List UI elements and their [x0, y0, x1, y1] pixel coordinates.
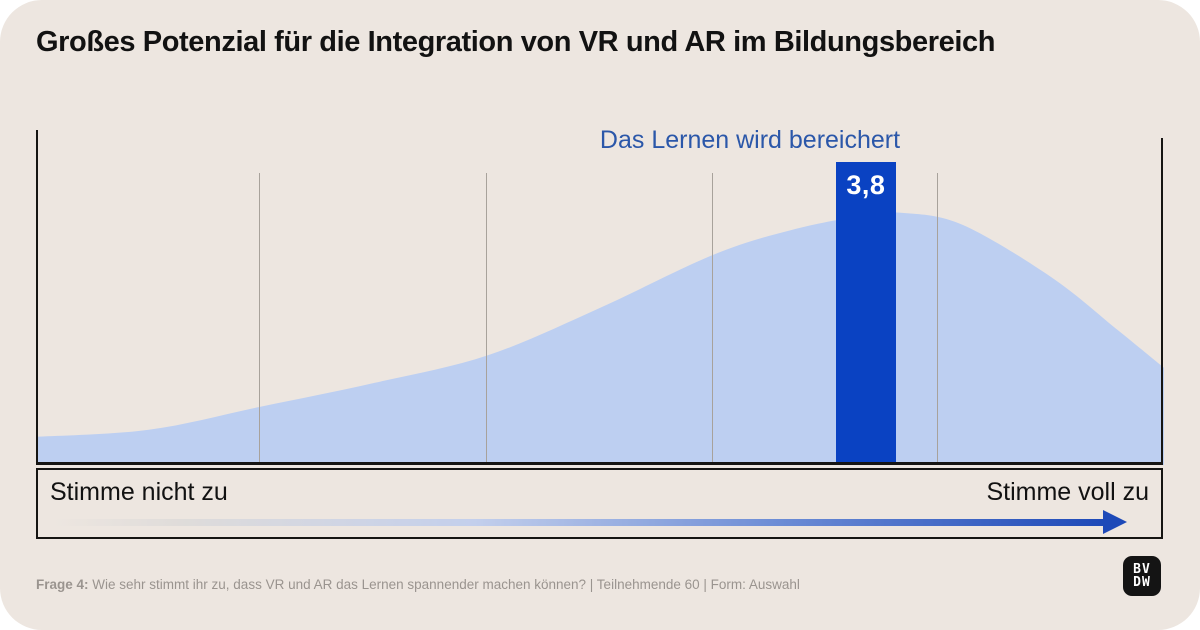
- bvdw-logo: BV DW: [1123, 556, 1161, 596]
- highlight-bar: 3,8: [836, 162, 896, 465]
- y-axis-line-right: [1161, 138, 1163, 465]
- gridline: [711, 173, 713, 465]
- bar-value-label: 3,8: [846, 170, 886, 200]
- source-note-prefix: Frage 4:: [36, 577, 89, 592]
- chart-panel: 3,8: [36, 130, 1164, 465]
- arrow-body: [54, 519, 1107, 526]
- chart-series-label: Das Lernen wird bereichert: [599, 126, 901, 154]
- y-axis-line-left: [36, 130, 38, 465]
- bvdw-logo-line1: BV: [1133, 562, 1151, 577]
- page-title: Großes Potenzial für die Integration von…: [36, 26, 996, 58]
- scale-label-agree: Stimme voll zu: [986, 478, 1149, 506]
- gridline: [486, 173, 488, 465]
- distribution-area-path: [36, 212, 1164, 465]
- arrow-head-icon: [1103, 510, 1127, 534]
- bvdw-logo-line2: DW: [1133, 575, 1151, 590]
- scale-label-disagree: Stimme nicht zu: [50, 478, 228, 506]
- gridline: [258, 173, 260, 465]
- distribution-area: [36, 212, 1164, 465]
- x-axis-line: [36, 462, 1163, 465]
- source-note-text: Wie sehr stimmt ihr zu, dass VR und AR d…: [88, 577, 800, 592]
- scale-arrow-icon: [54, 510, 1127, 534]
- gridline: [936, 173, 938, 465]
- agreement-scale-strip: Stimme nicht zu Stimme voll zu: [36, 468, 1163, 539]
- source-note: Frage 4: Wie sehr stimmt ihr zu, dass VR…: [36, 577, 800, 592]
